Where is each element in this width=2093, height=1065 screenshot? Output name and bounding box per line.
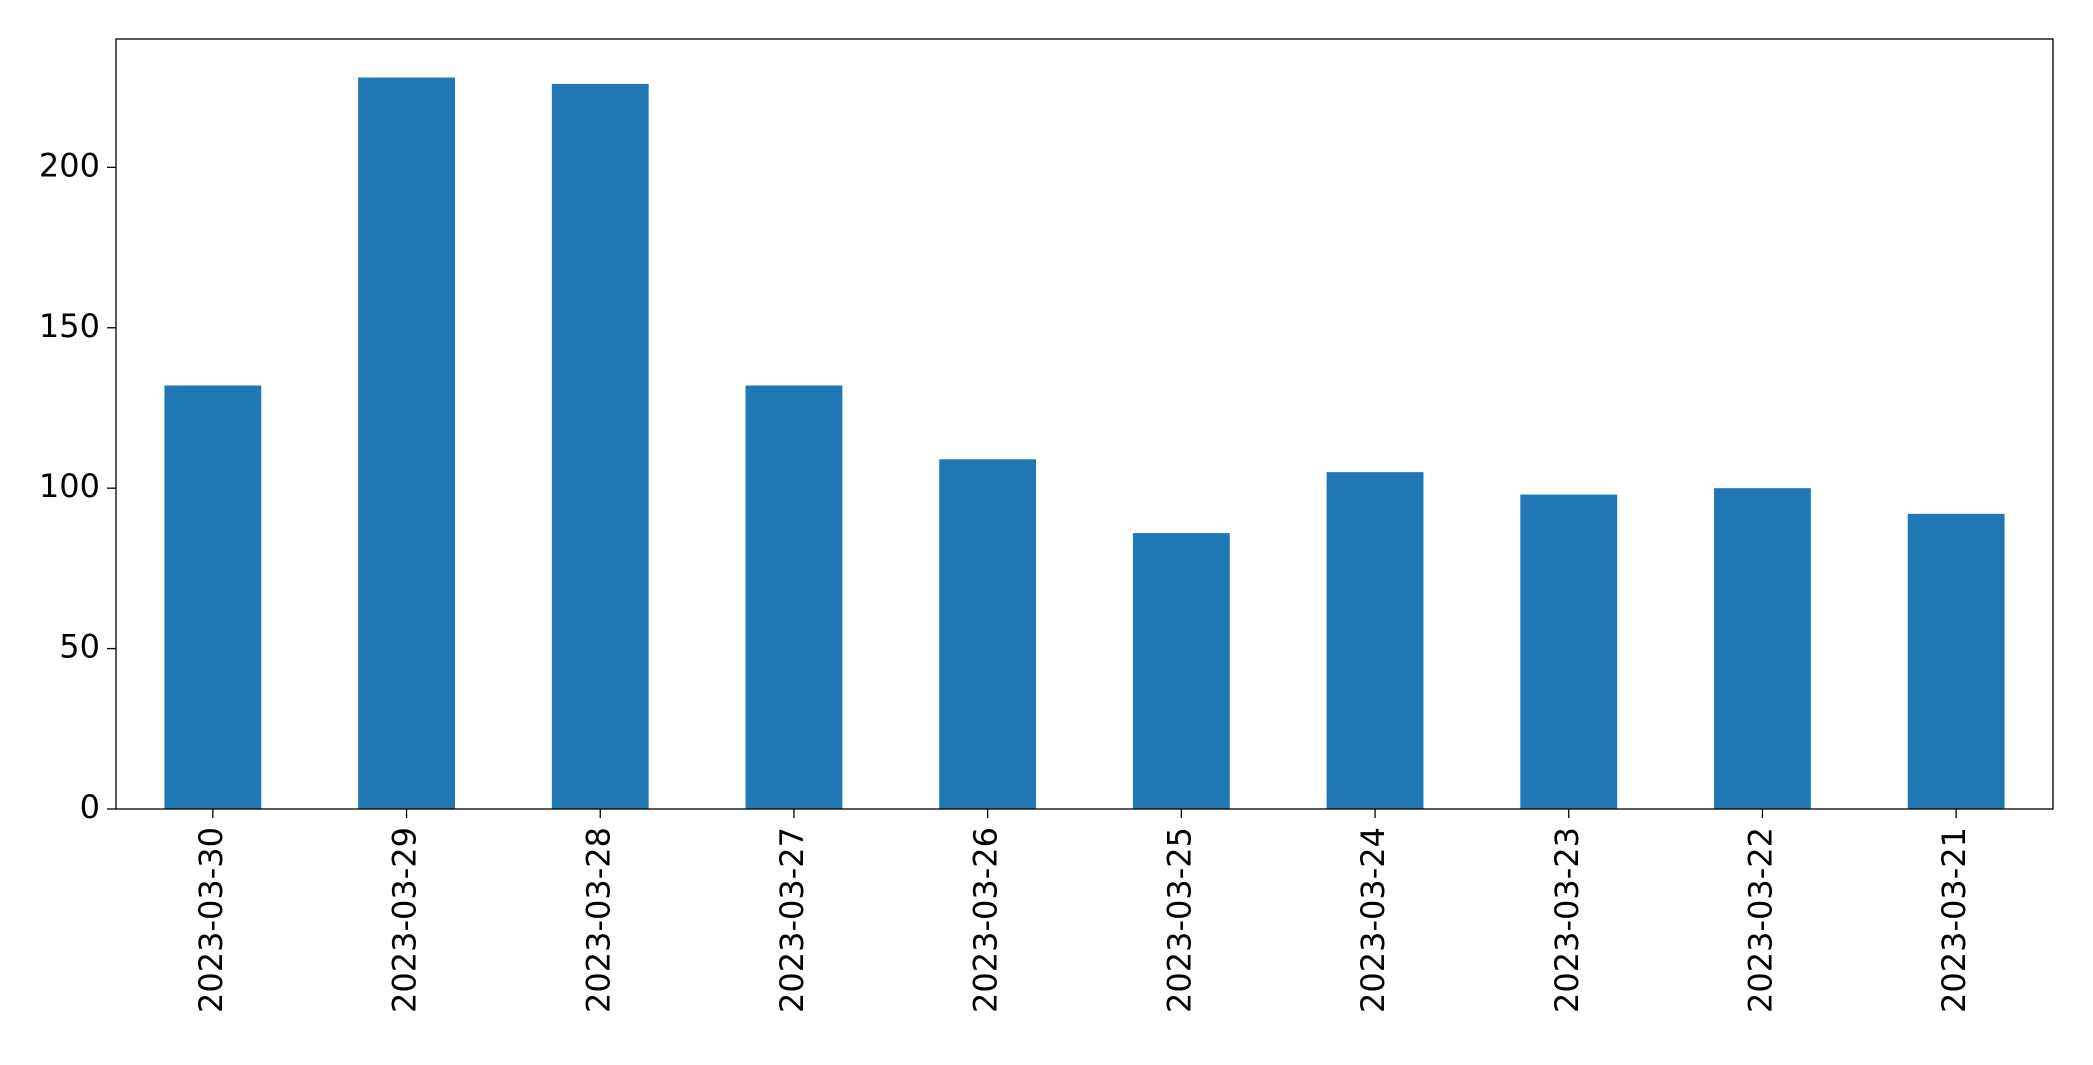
bar (164, 385, 262, 809)
x-tick-label: 2023-03-23 (1548, 827, 1586, 1013)
bar (358, 77, 455, 809)
x-tick-label: 2023-03-29 (386, 827, 424, 1013)
y-tick-label: 0 (80, 788, 100, 826)
bar (1132, 533, 1230, 809)
bar (1520, 494, 1618, 809)
x-tick-label: 2023-03-26 (967, 827, 1005, 1013)
plot-frame (115, 38, 2054, 810)
x-tick-label: 2023-03-22 (1741, 827, 1779, 1013)
bar (551, 83, 649, 809)
bar (939, 459, 1037, 809)
y-tick-label: 200 (39, 146, 100, 184)
x-tick-label: 2023-03-27 (773, 827, 811, 1013)
x-tick-label: 2023-03-25 (1160, 827, 1198, 1013)
y-tick-label: 150 (39, 307, 100, 345)
bar (1326, 472, 1424, 809)
x-tick-label: 2023-03-21 (1935, 827, 1973, 1013)
bar (1907, 513, 2005, 809)
y-tick-label: 50 (59, 628, 100, 666)
bar (745, 385, 843, 809)
y-tick-label: 100 (39, 467, 100, 505)
x-tick-label: 2023-03-28 (579, 827, 617, 1013)
bar (1714, 488, 1811, 809)
x-tick-label: 2023-03-24 (1354, 827, 1392, 1013)
x-tick-label: 2023-03-30 (192, 827, 230, 1013)
